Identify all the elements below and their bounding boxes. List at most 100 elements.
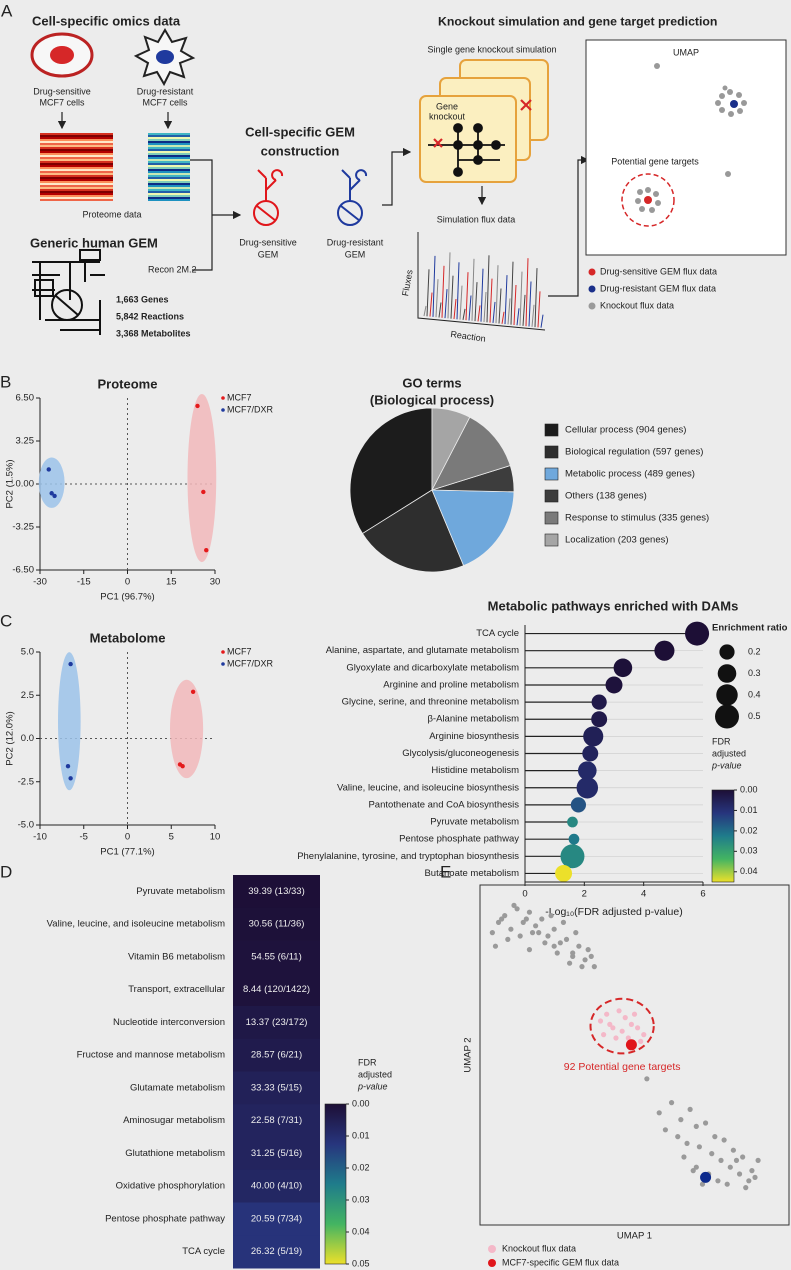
point xyxy=(690,1168,696,1174)
gem-label: Drug-sensitive xyxy=(239,237,297,247)
point xyxy=(607,1021,613,1027)
legend-label: Metabolic process (489 genes) xyxy=(565,469,695,480)
colorbar xyxy=(711,789,735,883)
point xyxy=(740,1154,746,1160)
reaction-label: Reaction xyxy=(450,329,487,344)
legend-label: MCF7-specific GEM flux data xyxy=(502,1257,619,1267)
colorbar-tick-label: 0.04 xyxy=(352,1226,370,1236)
legend-swatch xyxy=(544,423,559,437)
flux-bar xyxy=(516,308,520,326)
group-ellipse xyxy=(58,652,81,791)
flux-bar xyxy=(441,265,445,318)
stripe xyxy=(40,175,113,177)
point xyxy=(560,919,567,926)
point xyxy=(576,943,582,949)
panel-label: D xyxy=(0,862,12,881)
stripe xyxy=(148,189,190,191)
ko-label: Gene xyxy=(436,101,458,111)
point xyxy=(68,661,73,667)
stripe xyxy=(148,167,190,169)
point xyxy=(700,1171,712,1183)
legend-swatch xyxy=(544,445,559,459)
point xyxy=(190,689,196,694)
heat-cell xyxy=(233,1104,320,1138)
colorbar-tick-label: 0.01 xyxy=(740,805,758,815)
stripe xyxy=(148,195,190,197)
flux-bar xyxy=(483,291,487,323)
category-label: Alanine, aspartate, and glutamate metabo… xyxy=(326,645,519,656)
point xyxy=(721,1137,727,1143)
colorbar-tick-label: 0.00 xyxy=(352,1098,370,1108)
category-label: Phenylalanine, tyrosine, and tryptophan … xyxy=(297,851,519,862)
stripe xyxy=(40,169,113,171)
cell-label: 54.55 (6/11) xyxy=(251,951,302,962)
stripe xyxy=(148,199,190,201)
x-tick-label: -5 xyxy=(80,832,88,843)
row-label: TCA cycle xyxy=(182,1246,225,1257)
legend-label: MCF7/DXR xyxy=(227,658,274,668)
dot xyxy=(555,864,573,882)
x-tick-label: 30 xyxy=(210,577,221,588)
legend-label: Localization (203 genes) xyxy=(565,535,669,546)
cell-label: 22.58 (7/31) xyxy=(251,1115,302,1126)
heat-cell xyxy=(233,1071,320,1105)
stripe xyxy=(148,151,190,153)
flux-bar xyxy=(447,252,451,319)
point xyxy=(514,906,520,912)
stripe xyxy=(148,187,190,189)
dot xyxy=(582,745,599,762)
point xyxy=(752,1174,758,1180)
flux-axes xyxy=(417,232,546,331)
size-legend-label: 0.5 xyxy=(748,711,761,721)
colorbar-title: adjusted xyxy=(358,1069,392,1079)
panel-label: B xyxy=(0,372,11,391)
flux-bar xyxy=(504,275,508,325)
point xyxy=(495,919,502,926)
stripe xyxy=(40,149,113,151)
point xyxy=(563,936,570,943)
point xyxy=(715,1178,721,1184)
stripe xyxy=(148,183,190,185)
stripe xyxy=(40,157,113,159)
cell-label: 31.25 (5/16) xyxy=(251,1148,302,1159)
flux-bar xyxy=(432,255,436,317)
y-axis-label: PC2 (12.0%) xyxy=(5,711,16,765)
stripe xyxy=(148,145,190,147)
point xyxy=(548,913,554,919)
legend-marker xyxy=(221,396,225,400)
y-tick-label: 0.0 xyxy=(21,733,34,744)
stripe xyxy=(40,167,113,169)
x-axis-label: PC1 (77.1%) xyxy=(100,847,154,858)
point xyxy=(499,916,505,922)
heat-cell xyxy=(233,1137,320,1171)
point xyxy=(638,1038,644,1044)
point xyxy=(502,913,508,919)
x-tick-label: 10 xyxy=(210,832,221,843)
dot xyxy=(567,816,578,828)
point xyxy=(201,489,206,495)
point xyxy=(533,923,539,929)
point xyxy=(588,953,594,960)
colorbar-title: FDR xyxy=(358,1057,377,1067)
flux-bar xyxy=(429,292,433,317)
stripe xyxy=(40,147,113,149)
stripe xyxy=(40,177,113,179)
point xyxy=(601,1032,607,1038)
group-ellipse xyxy=(170,679,204,779)
flux-bar xyxy=(477,305,481,322)
heat-cell xyxy=(233,1235,320,1269)
y-tick-label: -6.50 xyxy=(12,565,34,576)
plot-frame xyxy=(479,884,790,1226)
stripe xyxy=(148,143,190,145)
x-tick-label: 6 xyxy=(700,889,705,900)
dot xyxy=(605,676,623,694)
colorbar-tick-label: 0.03 xyxy=(740,846,758,856)
size-legend-marker xyxy=(716,684,738,706)
flux-bar xyxy=(426,269,430,317)
proteome-heatmaps xyxy=(40,133,190,201)
legend-label: Knockout flux data xyxy=(600,300,674,310)
umap-target-ring xyxy=(621,173,675,227)
stripe xyxy=(148,173,190,175)
y-tick-label: 5.0 xyxy=(21,647,34,658)
stripe xyxy=(148,147,190,149)
